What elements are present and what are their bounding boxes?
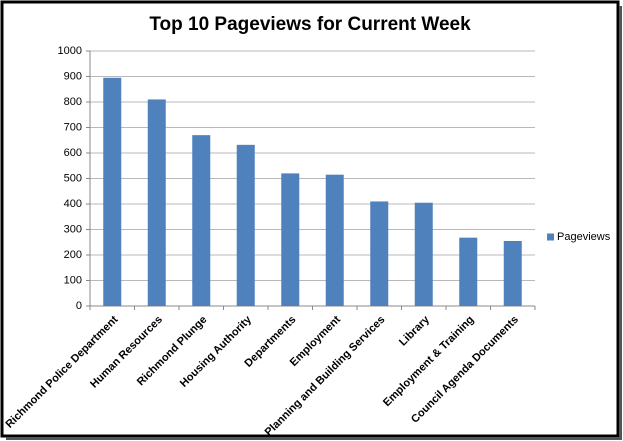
bar (192, 135, 211, 306)
bar (281, 173, 300, 306)
y-tick-label: 100 (64, 274, 82, 286)
bar (103, 77, 122, 307)
bar (236, 144, 255, 306)
y-tick-label: 600 (64, 147, 82, 159)
y-tick-label: 200 (64, 249, 82, 261)
bar (414, 202, 433, 306)
bar (459, 237, 478, 306)
y-tick-label: 400 (64, 198, 82, 210)
bar (147, 99, 166, 306)
bar (325, 174, 344, 306)
y-tick-label: 0 (76, 300, 82, 312)
frame-shadow (619, 6, 622, 438)
y-tick-label: 1000 (58, 45, 82, 57)
y-tick-label: 900 (64, 70, 82, 82)
legend-swatch (547, 233, 554, 241)
y-tick-label: 500 (64, 172, 82, 184)
y-tick-label: 800 (64, 96, 82, 108)
bar (503, 240, 522, 306)
y-tick-label: 700 (64, 121, 82, 133)
chart-title: Top 10 Pageviews for Current Week (149, 14, 471, 35)
legend-label: Pageviews (557, 231, 611, 243)
frame-shadow (6, 437, 622, 440)
bar (370, 201, 389, 306)
y-tick-label: 300 (64, 223, 82, 235)
